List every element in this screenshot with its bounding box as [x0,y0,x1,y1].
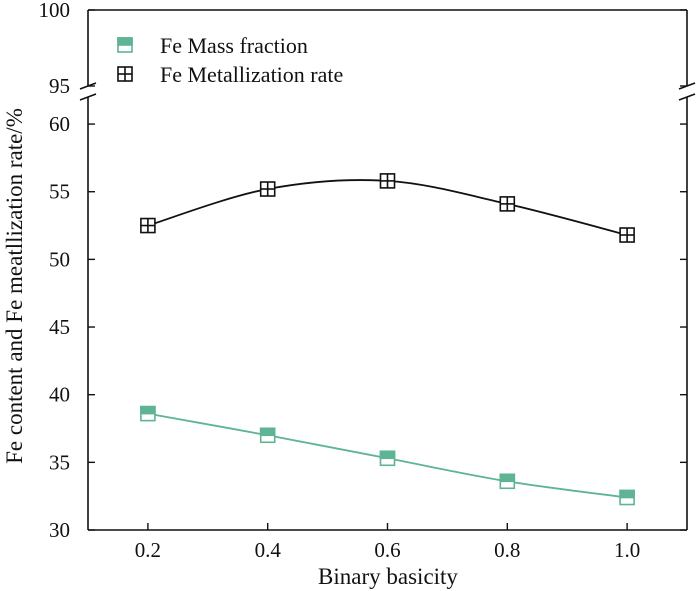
y-tick-label: 40 [49,383,70,407]
x-ticks: 0.2 0.4 0.6 0.8 1.0 [135,523,640,562]
y-tick-label: 45 [49,315,70,339]
series-fe-metallization-rate [140,173,635,243]
legend-marker-fe-metallization-rate [117,66,133,82]
y-tick-label: 95 [49,74,70,98]
x-tick-label: 1.0 [614,538,640,562]
data-point [140,405,156,422]
series-fe-mass-fraction [140,405,635,506]
y-tick-label: 55 [49,180,70,204]
data-point [619,227,635,243]
x-tick-label: 0.8 [494,538,520,562]
data-point [499,196,516,212]
data-point [379,450,396,467]
y-ticks: 30 35 40 45 50 55 60 95 100 [39,0,687,542]
legend: Fe Mass fraction Fe Metallization rate [117,33,343,87]
legend-marker-fe-mass-fraction [117,37,133,53]
data-point [259,181,276,197]
y-tick-label: 60 [49,112,70,136]
series-layer [140,173,635,506]
y-tick-label: 35 [49,450,70,474]
legend-label-fe-mass-fraction: Fe Mass fraction [160,33,308,58]
x-tick-label: 0.2 [135,538,161,562]
data-point [499,473,516,490]
legend-label-fe-metallization-rate: Fe Metallization rate [160,62,343,87]
y-tick-label: 30 [49,518,70,542]
x-tick-label: 0.6 [374,538,400,562]
x-axis-title: Binary basicity [318,564,458,589]
y-axis-title: Fe content and Fe meatllization rate/% [2,108,27,464]
data-point [259,427,276,444]
data-point [619,489,635,506]
y-tick-label: 50 [49,247,70,271]
x-tick-label: 0.4 [255,538,282,562]
data-point [140,217,156,234]
y-tick-label: 100 [39,0,71,22]
data-point [379,173,396,189]
